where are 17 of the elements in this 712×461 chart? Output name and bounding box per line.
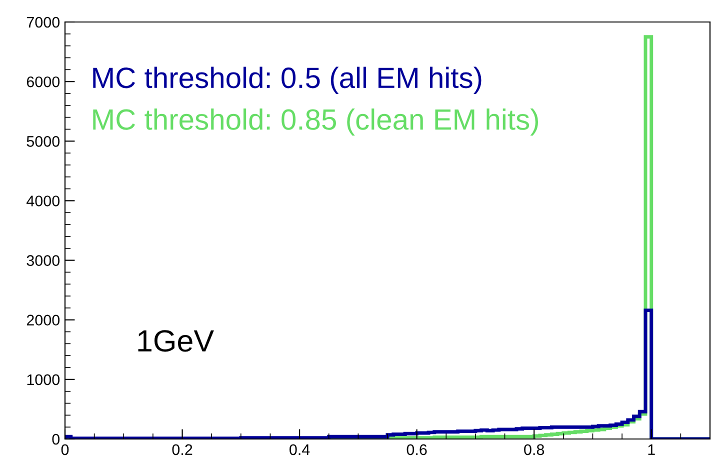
annotation: 1GeV: [138, 330, 214, 352]
y-tick-label: 3000: [26, 255, 60, 266]
y-tick-label: 5000: [26, 136, 60, 147]
y-tick-label: 0: [52, 434, 60, 445]
text: MC threshold: 0.85 (clean EM hits): [93, 108, 538, 136]
x-tick-label: 0.2: [172, 444, 192, 456]
x-tick-label: 0: [61, 444, 69, 456]
y-tick-label: 2000: [26, 314, 60, 326]
y-tick-label: 4000: [26, 196, 60, 206]
x-tick-label: 0.8: [524, 444, 544, 456]
text: MC threshold: 0.5 (all EM hits): [93, 66, 482, 94]
x-tick-label: 0.6: [406, 444, 427, 456]
x-tick-label: 0.4: [290, 444, 310, 456]
x-tick-label: 1: [648, 444, 655, 455]
y-tick-label: 1000: [27, 374, 60, 386]
y-tick-label: 7000: [26, 16, 60, 28]
y-tick-label: 6000: [26, 76, 60, 88]
